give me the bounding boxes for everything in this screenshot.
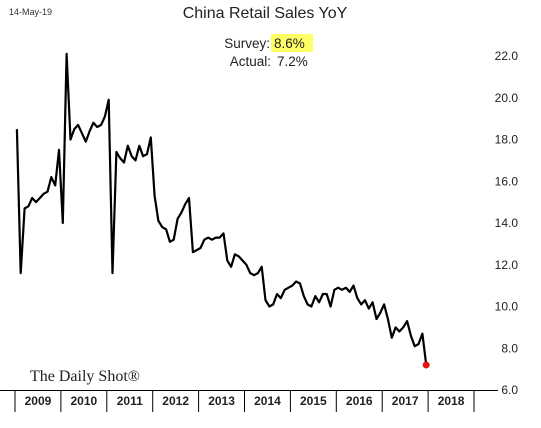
x-tick-label: 2012 <box>162 394 189 408</box>
survey-value: 8.6% <box>274 36 305 51</box>
y-tick-label: 14.0 <box>495 216 519 230</box>
daily-shot-logo: The Daily Shot® <box>30 368 140 385</box>
series-line <box>15 52 428 366</box>
y-tick-label: 18.0 <box>495 133 519 147</box>
x-tick-label: 2018 <box>438 394 465 408</box>
y-tick-label: 16.0 <box>495 174 519 188</box>
y-tick-label: 8.0 <box>501 341 518 355</box>
x-tick-label: 2013 <box>208 394 235 408</box>
x-tick-label: 2010 <box>70 394 97 408</box>
x-tick-label: 2017 <box>392 394 419 408</box>
y-tick-label: 6.0 <box>501 383 518 397</box>
x-tick-label: 2016 <box>346 394 373 408</box>
y-tick-label: 10.0 <box>495 300 519 314</box>
x-tick-label: 2014 <box>254 394 281 408</box>
x-axis: 2009 2010 2011 2012 2013 2014 2015 2016 2017 2018 <box>0 390 498 412</box>
plot-area <box>15 52 430 369</box>
x-tick-label: 2009 <box>25 394 52 408</box>
y-tick-label: 12.0 <box>495 258 519 272</box>
actual-value: 7.2% <box>277 54 308 69</box>
y-tick-label: 22.0 <box>495 49 519 63</box>
survey-highlight <box>271 34 313 52</box>
latest-value-point <box>422 361 430 369</box>
survey-label: Survey: <box>224 36 270 51</box>
x-tick-label: 2015 <box>300 394 327 408</box>
y-axis: 6.0 8.0 10.0 12.0 14.0 16.0 18.0 20.0 22.0 <box>495 49 519 397</box>
date-stamp: 14-May-19 <box>9 7 52 17</box>
chart-title: China Retail Sales YoY <box>183 5 348 22</box>
y-tick-label: 20.0 <box>495 91 519 105</box>
x-tick-label: 2011 <box>117 394 143 408</box>
actual-label: Actual: <box>230 54 271 69</box>
